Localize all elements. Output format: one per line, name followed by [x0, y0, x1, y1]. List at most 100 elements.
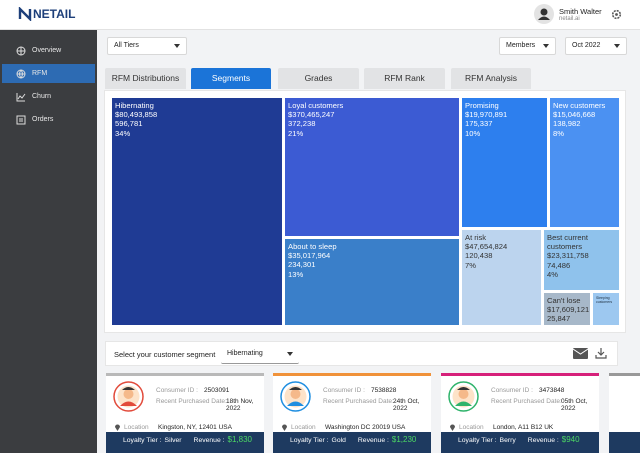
user-email: netail.ai	[559, 16, 580, 22]
month-select[interactable]: Oct 2022	[565, 37, 627, 55]
location: Washington DC 20019 USA	[325, 424, 406, 431]
consumer-id-label: Consumer ID :	[323, 387, 365, 394]
tier-band: Loyalty Tier : Berry Revenue : $940	[441, 432, 599, 453]
customer-avatar	[113, 381, 144, 412]
treemap-tile[interactable]: Loyal customers $370,465,247 372,238 21%	[284, 97, 460, 237]
treemap-tile[interactable]: Sleeping customers	[592, 292, 620, 326]
tile-name: New customers	[553, 101, 606, 110]
location-label: Location	[459, 424, 484, 431]
customer-card-partial[interactable]	[609, 373, 640, 453]
treemap-tile[interactable]: About to sleep $35,017,964 234,301 13%	[284, 238, 460, 326]
segment-select[interactable]: Hibernating	[221, 346, 299, 364]
tile-name: Can't lose	[547, 296, 581, 305]
tile-name: About to sleep	[288, 242, 337, 251]
sidebar: Overview RFM Churn Orders	[0, 30, 97, 453]
customer-card[interactable]: Consumer ID : 3473848 Recent Purchased Dat…	[441, 373, 599, 453]
tile-name: Sleeping customers	[596, 296, 613, 304]
tile-share: 10%	[465, 128, 481, 138]
treemap-tile[interactable]: Best current customers $23,311,758 74,486 4…	[543, 229, 620, 291]
tier-select[interactable]: All Tiers	[107, 37, 187, 55]
user-name: Smith Walter	[559, 7, 602, 16]
tile-revenue: $35,017,964	[288, 251, 331, 261]
customer-avatar	[280, 381, 311, 412]
purchase-date: 05th Oct, 2022	[561, 398, 588, 412]
brand: NETAIL	[33, 7, 76, 21]
nav-item[interactable]: Overview	[2, 41, 95, 60]
customer-card[interactable]: Consumer ID : 7538828 Recent Purchased Dat…	[273, 373, 431, 453]
treemap: Hibernating $80,493,858 596,781 34% Loyal cu…	[104, 90, 626, 333]
tab[interactable]: RFM Distributions	[105, 68, 186, 89]
tier-band	[609, 432, 640, 453]
tier-label: Loyalty Tier :	[123, 437, 162, 444]
revenue: $1,830	[227, 435, 252, 444]
tier: Silver	[164, 437, 182, 444]
location-label: Location	[124, 424, 149, 431]
tile-revenue: $23,311,758	[547, 251, 589, 261]
nav-icon	[16, 115, 26, 125]
tier-label: Loyalty Tier :	[290, 437, 329, 444]
customer-card[interactable]: Consumer ID : 2503091 Recent Purchased Dat…	[106, 373, 264, 453]
treemap-tile[interactable]: At risk $47,654,824 120,438 7%	[461, 229, 542, 326]
tile-name: Hibernating	[115, 101, 154, 110]
revenue-label: Revenue :	[357, 437, 389, 444]
tile-count: 234,301	[288, 260, 316, 270]
tile-name: Promising	[465, 101, 499, 110]
nav-item[interactable]: Orders	[2, 110, 95, 129]
location: Kingston, NY, 12401 USA	[158, 424, 232, 431]
revenue-label: Revenue :	[193, 437, 225, 444]
tile-count: 25,847	[547, 314, 571, 324]
download-icon[interactable]	[595, 347, 607, 359]
consumer-id: 2503091	[204, 387, 230, 394]
revenue-label: Revenue :	[527, 437, 559, 444]
consumer-id-label: Consumer ID :	[491, 387, 533, 394]
email-icon[interactable]	[573, 348, 588, 359]
tile-share: 13%	[288, 269, 304, 279]
tile-count: 596,781	[115, 119, 143, 129]
tile-revenue: $80,493,858	[115, 110, 158, 120]
nav-item[interactable]: Churn	[2, 87, 95, 106]
tile-revenue: $47,654,824	[465, 242, 508, 252]
treemap-tile[interactable]: New customers $15,046,668 138,982 8%	[549, 97, 620, 228]
tier-band: Loyalty Tier : Gold Revenue : $1,230	[273, 432, 431, 453]
purchase-date: 18th Nov, 2022	[226, 398, 254, 412]
consumer-id: 3473848	[539, 387, 565, 394]
tab[interactable]: Grades	[278, 68, 359, 89]
location-icon	[115, 424, 120, 431]
tile-revenue: $17,609,121	[547, 305, 590, 315]
nav-item[interactable]: RFM	[2, 64, 95, 83]
header: NETAIL Smith Walter netail.ai	[0, 0, 640, 30]
tier-label: Loyalty Tier :	[458, 437, 497, 444]
tier: Berry	[499, 437, 516, 444]
tile-share: 34%	[115, 128, 131, 138]
tile-share: 1%	[547, 324, 587, 325]
treemap-tile[interactable]: Promising $19,970,891 175,337 10%	[461, 97, 548, 228]
tile-count: 120,438	[465, 251, 493, 261]
location-icon	[450, 424, 455, 431]
treemap-tile[interactable]: Hibernating $80,493,858 596,781 34%	[111, 97, 283, 326]
filters: All Tiers Members Oct 2022	[104, 30, 627, 66]
tile-share: 4%	[547, 269, 558, 279]
tab[interactable]: RFM Analysis	[451, 68, 531, 89]
avatar[interactable]	[534, 4, 554, 24]
revenue: $1,230	[391, 435, 417, 444]
settings-icon[interactable]	[611, 9, 622, 20]
nav-icon	[16, 69, 26, 79]
consumer-id: 7538828	[371, 387, 397, 394]
tile-count: 372,238	[288, 119, 316, 129]
location: London, A11 B12 UK	[493, 424, 554, 431]
group-select[interactable]: Members	[499, 37, 556, 55]
tab[interactable]: RFM Rank	[364, 68, 445, 89]
tile-revenue: $370,465,247	[288, 110, 335, 120]
purchase-date-label: Recent Purchased Date:	[323, 398, 394, 405]
purchase-date-label: Recent Purchased Date:	[156, 398, 227, 405]
logo-icon	[18, 7, 32, 21]
tile-name: At risk	[465, 233, 487, 242]
consumer-id-label: Consumer ID :	[156, 387, 198, 394]
location-icon	[282, 424, 287, 431]
tile-share: 21%	[288, 128, 304, 138]
tab[interactable]: Segments	[191, 68, 271, 89]
tile-share: 7%	[465, 260, 476, 270]
tile-count: 175,337	[465, 119, 493, 129]
